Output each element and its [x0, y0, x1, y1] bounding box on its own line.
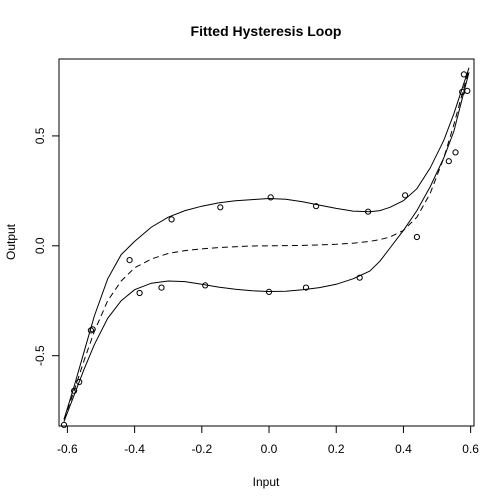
- plot-frame: [58, 58, 475, 427]
- series-line-1: [63, 67, 470, 420]
- fitted-curves: [63, 67, 470, 422]
- x-tick-label: -0.6: [57, 442, 78, 456]
- series-line-2: [63, 69, 470, 420]
- data-point: [136, 289, 143, 297]
- x-tick-label: 0.6: [462, 442, 479, 456]
- data-point: [60, 421, 68, 428]
- x-tick-label: -0.2: [191, 442, 212, 456]
- data-point: [302, 284, 310, 291]
- data-point: [267, 194, 274, 201]
- data-point: [365, 208, 372, 215]
- x-axis-label: Input: [253, 475, 280, 489]
- x-tick-label: 0.4: [395, 442, 412, 456]
- data-point: [313, 203, 320, 210]
- data-point: [356, 274, 363, 281]
- data-point: [158, 284, 165, 291]
- series-line-3: [63, 72, 470, 422]
- data-point: [76, 378, 83, 386]
- data-point: [460, 71, 467, 78]
- data-point: [126, 257, 133, 264]
- data-point: [71, 387, 78, 394]
- x-tick-label: 0.0: [261, 442, 278, 456]
- data-point: [217, 204, 224, 211]
- data-point: [445, 158, 452, 165]
- data-points: [60, 71, 471, 428]
- x-tick-label: 0.2: [328, 442, 345, 456]
- data-point: [402, 192, 409, 199]
- data-point: [265, 288, 273, 295]
- data-point: [464, 87, 471, 95]
- data-point: [452, 149, 459, 156]
- y-axis-label: Output: [4, 223, 18, 260]
- y-tick-label: 0.0: [33, 237, 47, 254]
- data-point: [89, 326, 96, 333]
- data-point: [168, 216, 175, 223]
- y-tick-label: -0.5: [33, 345, 47, 366]
- y-tick-label: 0.5: [33, 127, 47, 144]
- data-point: [413, 233, 420, 241]
- y-axis: -0.5 0.0 0.5: [33, 127, 60, 366]
- x-tick-label: -0.4: [124, 442, 145, 456]
- x-axis: -0.6 -0.4 -0.2 0.0 0.2 0.4 0.6: [57, 425, 479, 456]
- chart-title: Fitted Hysteresis Loop: [191, 23, 342, 39]
- data-point: [202, 282, 209, 289]
